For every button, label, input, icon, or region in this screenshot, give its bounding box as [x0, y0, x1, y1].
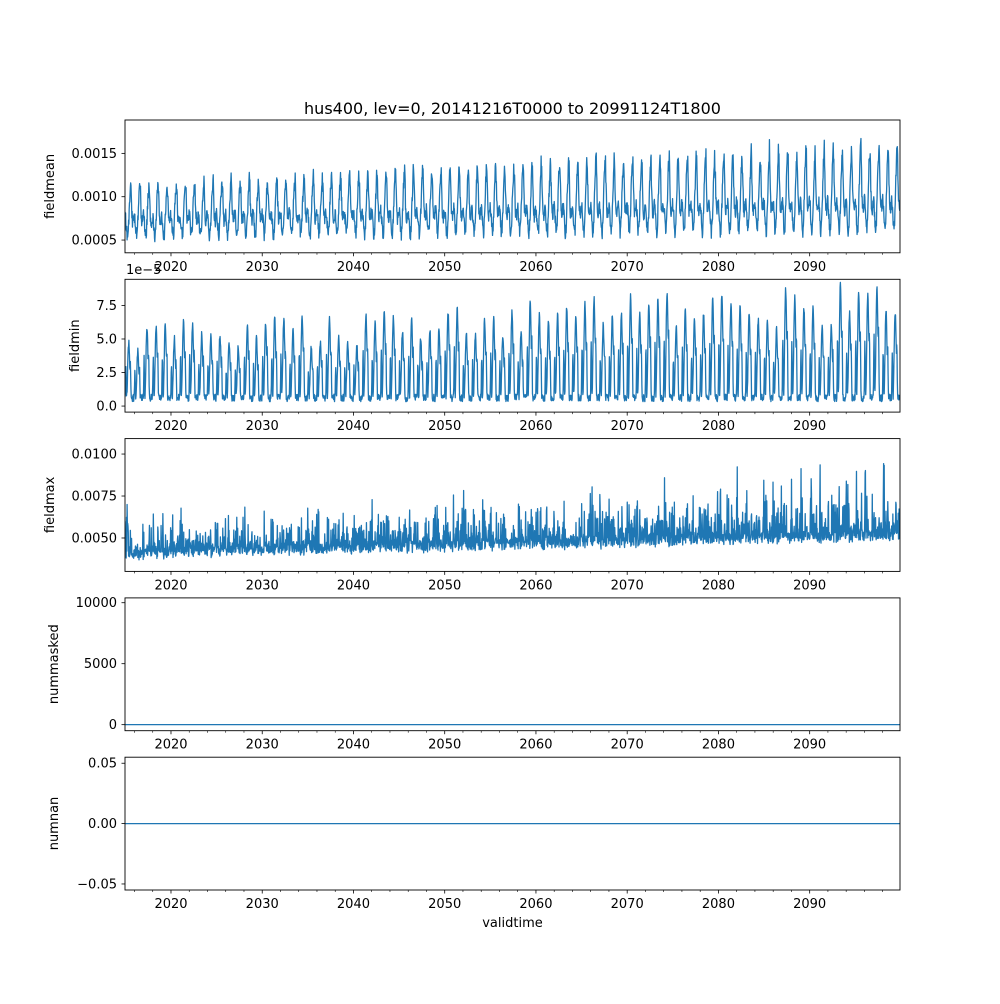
y-tick-label: 0.0010 — [72, 190, 118, 205]
x-tick-label: 2070 — [611, 738, 644, 753]
y-tick-label: 0.00 — [88, 817, 117, 832]
x-tick-label: 2080 — [702, 260, 735, 275]
x-tick-label: 2030 — [246, 897, 279, 912]
axes-spines — [124, 119, 901, 254]
y-axis-title-numnan: numnan — [47, 797, 62, 851]
x-tick-label: 2030 — [246, 738, 279, 753]
x-tick-label: 2020 — [154, 578, 187, 593]
x-tick-label: 2020 — [154, 419, 187, 434]
x-tick-label: 2060 — [519, 419, 552, 434]
x-tick-label: 2050 — [428, 738, 461, 753]
y-axis-title-nummasked: nummasked — [47, 624, 62, 704]
x-tick-label: 2050 — [428, 578, 461, 593]
x-axis-title: validtime — [482, 916, 543, 931]
x-tick-label: 2080 — [702, 419, 735, 434]
series-line-fieldmin — [125, 281, 900, 403]
y-tick-label: 0.0050 — [72, 531, 118, 546]
y-axis-title-fieldmin: fieldmin — [68, 319, 83, 372]
x-tick-label: 2090 — [793, 578, 826, 593]
x-tick-label: 2030 — [246, 260, 279, 275]
x-tick-label: 2040 — [337, 738, 370, 753]
x-tick-label: 2050 — [428, 897, 461, 912]
x-tick-label: 2090 — [793, 260, 826, 275]
y-tick-label: 2.5 — [96, 366, 117, 381]
x-tick-label: 2040 — [337, 578, 370, 593]
subplot-nummasked: 0 5000 10000 2020 2030 2040 2050 2060 2070 2080 20… — [76, 596, 901, 753]
axes-spines — [124, 756, 901, 891]
axes-spines — [124, 597, 901, 732]
x-tick-label: 2030 — [246, 419, 279, 434]
subplot-numnan: −0.05 0.00 0.05 2020 2030 2040 2050 2060 2070 208… — [77, 756, 901, 912]
y-tick-label: 0 — [109, 718, 117, 733]
y-tick-label: 0.0015 — [72, 147, 118, 162]
y-tick-label: 5.0 — [96, 332, 117, 347]
x-tick-label: 2080 — [702, 578, 735, 593]
y-tick-label: 10000 — [76, 596, 117, 611]
x-tick-label: 2090 — [793, 738, 826, 753]
y-tick-label: 0.0075 — [72, 490, 118, 505]
x-tick-label: 2070 — [611, 578, 644, 593]
series-line-fieldmean — [125, 137, 900, 243]
x-tick-label: 2040 — [337, 419, 370, 434]
x-tick-label: 2090 — [793, 419, 826, 434]
y-tick-label: 7.5 — [96, 299, 117, 314]
x-tick-label: 2030 — [246, 578, 279, 593]
x-tick-label: 2090 — [793, 897, 826, 912]
x-tick-label: 2070 — [611, 419, 644, 434]
x-tick-label: 2060 — [519, 897, 552, 912]
y-tick-label: 0.05 — [88, 757, 117, 772]
x-tick-label: 2070 — [611, 897, 644, 912]
x-tick-label: 2060 — [519, 578, 552, 593]
y-axis-offset-text: 1e−5 — [126, 263, 161, 278]
axes-spines — [124, 438, 901, 572]
x-tick-label: 2020 — [154, 260, 187, 275]
y-tick-label: 0.0005 — [72, 234, 118, 249]
axes-spines — [124, 278, 901, 413]
figure-title: hus400, lev=0, 20141216T0000 to 20991124… — [304, 99, 721, 118]
x-tick-label: 2020 — [154, 897, 187, 912]
y-tick-label: −0.05 — [77, 877, 117, 892]
subplot-fieldmean: 0.0005 0.0010 0.0015 2020 2030 2040 2050 2060 20… — [72, 119, 901, 275]
x-tick-label: 2060 — [519, 738, 552, 753]
series-line-fieldmax — [125, 462, 900, 561]
x-tick-label: 2080 — [702, 738, 735, 753]
x-tick-label: 2050 — [428, 419, 461, 434]
x-tick-label: 2040 — [337, 897, 370, 912]
subplot-fieldmin: 0.0 2.5 5.0 7.5 2020 2030 2040 2050 2060 2070 2080… — [96, 278, 901, 434]
y-axis-title-fieldmax: fieldmax — [43, 476, 58, 533]
x-tick-label: 2020 — [154, 738, 187, 753]
x-tick-label: 2070 — [611, 260, 644, 275]
y-axis-title-fieldmean: fieldmean — [43, 154, 58, 219]
subplot-fieldmax: 0.0050 0.0075 0.0100 2020 2030 2040 2050 2060 20… — [72, 438, 901, 593]
y-tick-label: 5000 — [84, 657, 117, 672]
x-tick-label: 2060 — [519, 260, 552, 275]
y-tick-label: 0.0100 — [72, 448, 118, 463]
y-tick-label: 0.0 — [96, 400, 117, 415]
subplots-group: 0.0005 0.0010 0.0015 2020 2030 2040 2050 2060 20… — [72, 119, 901, 912]
x-tick-label: 2050 — [428, 260, 461, 275]
x-tick-label: 2040 — [337, 260, 370, 275]
x-tick-label: 2080 — [702, 897, 735, 912]
